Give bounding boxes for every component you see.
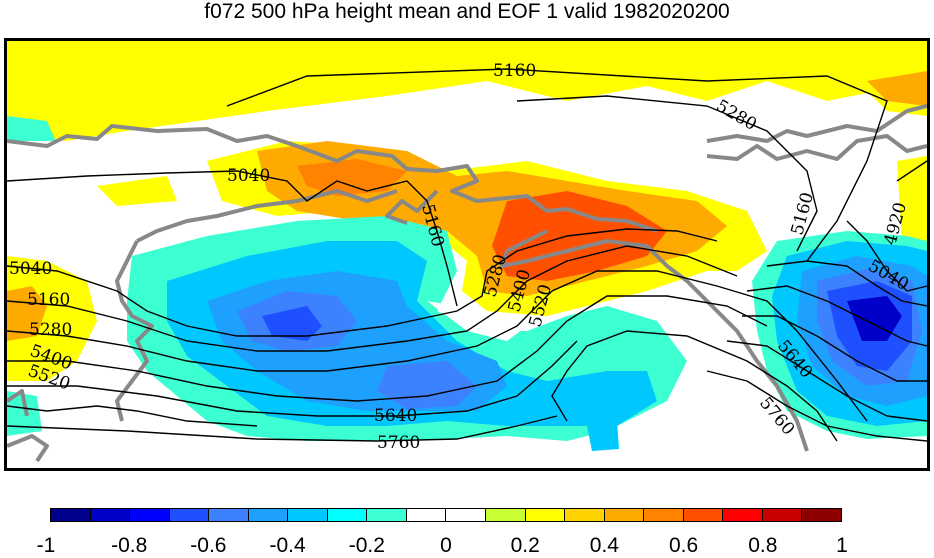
colorbar-swatch (90, 509, 131, 521)
colorbar-tick-label: 0.8 (748, 534, 778, 557)
colorbar-tick-label: -0.2 (348, 534, 385, 557)
colorbar-tick-label: -0.4 (269, 534, 306, 557)
contour-label: 5640 (374, 406, 417, 426)
height-contours (7, 68, 927, 442)
colorbar-swatch (644, 509, 684, 521)
map-panel: 5160 5280 5040 5160 5040 5160 5280 5400 … (4, 38, 930, 471)
colorbar-swatch (209, 509, 249, 521)
colorbar-swatch (248, 509, 289, 521)
contour-label: 5160 (493, 61, 536, 81)
colorbar-swatch (51, 509, 91, 521)
colorbar-tick-label: -0.6 (190, 534, 227, 557)
colorbar-swatch (762, 509, 803, 521)
colorbar-swatch (130, 509, 170, 521)
colorbar-tick-label: -0.8 (111, 534, 148, 557)
colorbar-tick-label: 0.2 (510, 534, 540, 557)
colorbar-tick-label: 0 (440, 534, 452, 557)
colorbar-swatch (525, 509, 566, 521)
contour-label: 5160 (27, 290, 70, 310)
contour-label: 5160 (788, 190, 819, 237)
contour-label: 5280 (29, 320, 72, 340)
colorbar-swatch (683, 509, 724, 521)
colorbar-tick-label: 0.4 (589, 534, 619, 557)
colorbar-tick-labels: -1 -0.8 -0.6 -0.4 -0.2 0 0.2 0.4 0.6 0.8 1 (37, 534, 848, 558)
colorbar (50, 508, 842, 522)
colorbar-swatch (288, 509, 328, 521)
colorbar-swatch (486, 509, 526, 521)
map-svg: 5160 5280 5040 5160 5040 5160 5280 5400 … (7, 41, 927, 463)
colorbar-swatch (406, 509, 447, 521)
colorbar-tick-label: -1 (36, 534, 56, 557)
colorbar-tick-label: 1 (836, 534, 848, 557)
colorbar-swatch (723, 509, 763, 521)
colorbar-swatch (367, 509, 407, 521)
colorbar-swatch (446, 509, 487, 521)
contour-label: 5040 (227, 166, 270, 186)
contour-label: 5280 (713, 96, 760, 135)
colorbar-swatch (169, 509, 210, 521)
plot-title: f072 500 hPa height mean and EOF 1 valid… (204, 0, 730, 23)
colorbar-swatch (802, 509, 841, 521)
colorbar-swatch (604, 509, 645, 521)
colorbar-swatch (327, 509, 368, 521)
contour-label: 5760 (377, 433, 420, 453)
contour-label: 5040 (9, 259, 52, 279)
colorbar-swatch (565, 509, 605, 521)
colorbar-tick-label: 0.6 (668, 534, 699, 557)
